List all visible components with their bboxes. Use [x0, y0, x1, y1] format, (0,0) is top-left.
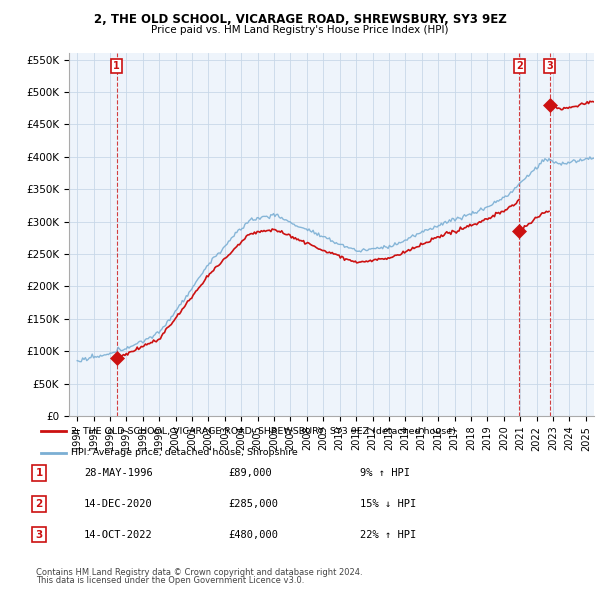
Text: This data is licensed under the Open Government Licence v3.0.: This data is licensed under the Open Gov… [36, 576, 304, 585]
Text: 14-DEC-2020: 14-DEC-2020 [84, 499, 153, 509]
Text: 14-OCT-2022: 14-OCT-2022 [84, 530, 153, 539]
Text: 3: 3 [35, 530, 43, 539]
Text: 22% ↑ HPI: 22% ↑ HPI [360, 530, 416, 539]
Text: 2, THE OLD SCHOOL, VICARAGE ROAD, SHREWSBURY, SY3 9EZ (detached house): 2, THE OLD SCHOOL, VICARAGE ROAD, SHREWS… [71, 427, 456, 436]
Text: Contains HM Land Registry data © Crown copyright and database right 2024.: Contains HM Land Registry data © Crown c… [36, 568, 362, 577]
Text: 1: 1 [35, 468, 43, 478]
Text: Price paid vs. HM Land Registry's House Price Index (HPI): Price paid vs. HM Land Registry's House … [151, 25, 449, 35]
Text: HPI: Average price, detached house, Shropshire: HPI: Average price, detached house, Shro… [71, 448, 298, 457]
Text: 3: 3 [546, 61, 553, 71]
Text: 9% ↑ HPI: 9% ↑ HPI [360, 468, 410, 478]
Text: £285,000: £285,000 [228, 499, 278, 509]
Text: 15% ↓ HPI: 15% ↓ HPI [360, 499, 416, 509]
Text: 2: 2 [35, 499, 43, 509]
Text: 1: 1 [113, 61, 120, 71]
Text: 2: 2 [516, 61, 523, 71]
Text: 2, THE OLD SCHOOL, VICARAGE ROAD, SHREWSBURY, SY3 9EZ: 2, THE OLD SCHOOL, VICARAGE ROAD, SHREWS… [94, 13, 506, 26]
Text: £480,000: £480,000 [228, 530, 278, 539]
Text: 28-MAY-1996: 28-MAY-1996 [84, 468, 153, 478]
Text: £89,000: £89,000 [228, 468, 272, 478]
